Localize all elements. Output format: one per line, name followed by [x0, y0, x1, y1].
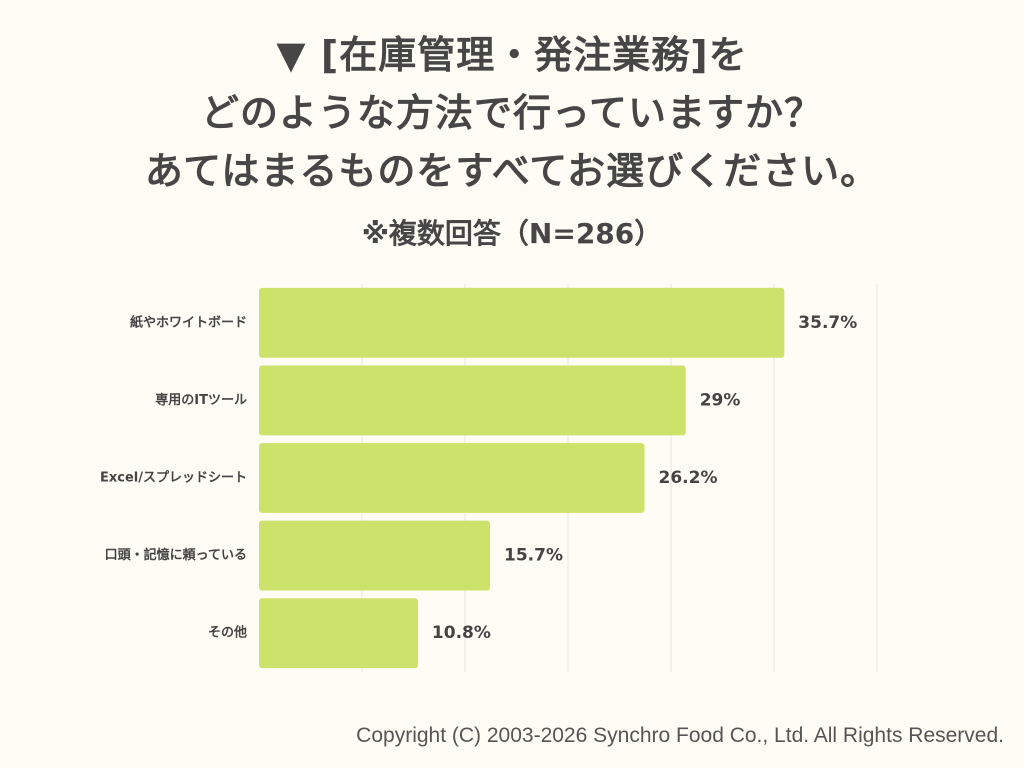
title-line-1: ▼ [在庫管理・発注業務]を	[276, 33, 748, 77]
chart-title: ▼ [在庫管理・発注業務]を どのような方法で行っていますか？ あてはまるものを…	[0, 26, 1024, 200]
title-line-2: どのような方法で行っていますか？	[200, 91, 824, 135]
value-label: 15.7%	[504, 546, 563, 566]
chart-subtitle: ※複数回答（N=286）	[361, 217, 663, 250]
value-label: 29%	[700, 390, 741, 410]
bar	[259, 443, 645, 513]
value-label: 26.2%	[659, 468, 718, 488]
bar	[259, 598, 418, 669]
value-label: 10.8%	[432, 623, 491, 643]
bar	[259, 520, 491, 591]
category-label: その他	[208, 625, 247, 641]
copyright-notice: Copyright (C) 2003-2026 Synchro Food Co.…	[356, 724, 1004, 747]
label-layer: 紙やホワイトボード 35.7% 専用のITツール 29% Excel/スプレッドシート 2…	[100, 313, 857, 643]
bar	[259, 287, 785, 358]
category-label: 口頭・記憶に頼っている	[105, 547, 247, 563]
category-label: 専用のITツール	[155, 392, 247, 408]
bar	[259, 365, 686, 436]
category-label: Excel/スプレッドシート	[100, 471, 247, 486]
title-line-3: あてはまるものをすべてお選びください。	[144, 149, 880, 193]
value-label: 35.7%	[798, 313, 857, 333]
bar-layer	[259, 287, 785, 669]
category-label: 紙やホワイトボード	[130, 314, 247, 330]
